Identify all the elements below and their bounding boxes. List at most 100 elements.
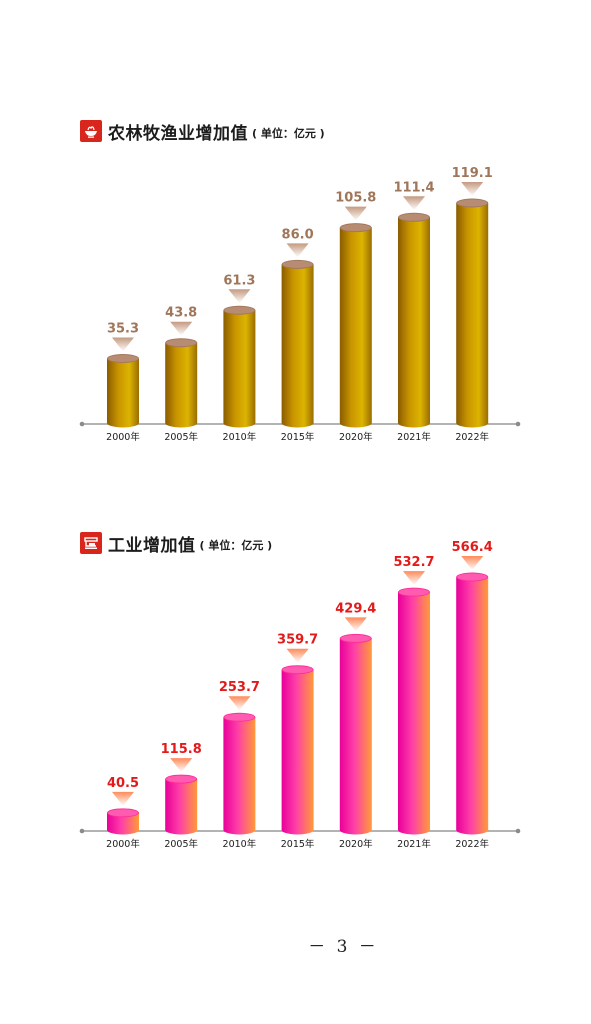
bar-body	[223, 310, 256, 428]
chart-title: 农林牧渔业增加值	[108, 123, 248, 144]
bar-top-highlight	[108, 354, 138, 362]
data-label: 566.4	[452, 540, 493, 555]
industry-chart-title-row: 工业增加值 ( 单位：亿元 )	[80, 530, 272, 556]
bar-6: 119.1 2022年	[452, 166, 493, 443]
tick-label: 2021年	[397, 431, 431, 443]
bar-3: 86.0 2015年	[281, 227, 315, 443]
data-label: 86.0	[282, 227, 314, 242]
bar-body	[398, 592, 430, 835]
data-label: 35.3	[107, 321, 139, 336]
bar-top-highlight	[457, 573, 488, 581]
bar-top-highlight	[166, 775, 197, 783]
x-axis-endpoint-right	[515, 828, 521, 834]
chart-title: 工业增加值	[108, 535, 196, 556]
bar-top-highlight	[282, 260, 313, 268]
industry-chart-section: 工业增加值 ( 单位：亿元 ) 40.5 2000年 115.8 2005年 253.7…	[0, 410, 591, 870]
tick-label: 2022年	[455, 838, 489, 850]
bar-1: 115.8 2005年	[161, 742, 202, 850]
bar-body	[107, 358, 139, 428]
page-number: － 3 －	[308, 937, 379, 957]
bar-6: 566.4 2022年	[452, 540, 493, 850]
x-axis-endpoint-left	[79, 421, 85, 427]
tick-label: 2010年	[223, 838, 257, 850]
bar-top-highlight	[399, 213, 429, 221]
bar-5: 111.4 2021年	[393, 180, 434, 443]
value-marker-arrow	[403, 196, 425, 211]
data-label: 429.4	[335, 601, 376, 616]
value-marker-arrow	[112, 337, 134, 352]
bar-top-highlight	[224, 713, 255, 721]
data-label: 105.8	[335, 191, 376, 206]
data-label: 61.3	[223, 273, 255, 288]
value-marker-arrow	[461, 556, 484, 570]
tick-label: 2020年	[339, 838, 373, 850]
data-label: 359.7	[277, 633, 318, 648]
value-marker-arrow	[170, 321, 193, 336]
data-label: 111.4	[393, 180, 434, 195]
bar-body	[398, 217, 430, 428]
value-marker-arrow	[344, 617, 367, 632]
bar-body	[281, 669, 314, 835]
value-marker-arrow	[112, 791, 134, 806]
bar-top-highlight	[340, 224, 371, 232]
tick-label: 2005年	[164, 838, 198, 850]
tick-label: 2015年	[281, 431, 315, 443]
bar-body	[165, 779, 198, 835]
value-marker-arrow	[286, 648, 309, 663]
industry-bar-chart: 40.5 2000年 115.8 2005年 253.7 2010年 359.7 2015年 4…	[79, 540, 521, 850]
x-axis-endpoint-left	[79, 828, 85, 834]
bar-0: 40.5 2000年	[106, 776, 140, 850]
data-label: 43.8	[165, 306, 197, 321]
bar-0: 35.3 2000年	[106, 321, 140, 443]
bar-4: 105.8 2020年	[335, 191, 376, 443]
agriculture-bar-chart: 35.3 2000年 43.8 2005年 61.3 2010年 86.0 2015年 105.…	[79, 166, 521, 443]
data-label: 532.7	[393, 555, 434, 570]
bar-body	[165, 342, 198, 428]
tick-label: 2015年	[281, 838, 315, 850]
bar-body	[456, 577, 489, 835]
bar-body	[107, 812, 139, 835]
tick-label: 2010年	[223, 431, 257, 443]
bar-body	[339, 227, 372, 428]
value-marker-arrow	[170, 758, 193, 773]
tick-label: 2000年	[106, 431, 140, 443]
agriculture-chart-section: 农林牧渔业增加值 ( 单位：亿元 ) 35.3 2000年 43.8 2005年 61.…	[0, 0, 591, 460]
data-label: 40.5	[107, 776, 139, 791]
bar-top-highlight	[340, 634, 371, 642]
value-marker-arrow	[461, 182, 484, 196]
value-marker-arrow	[286, 243, 309, 258]
chart-unit: ( 单位：亿元 )	[199, 538, 273, 552]
data-label: 253.7	[219, 680, 260, 695]
tick-label: 2022年	[455, 431, 489, 443]
x-axis-endpoint-right	[515, 421, 521, 427]
factory-icon	[80, 532, 102, 554]
bar-body	[223, 717, 256, 835]
tick-label: 2005年	[164, 431, 198, 443]
bar-top-highlight	[224, 306, 255, 314]
data-label: 119.1	[452, 166, 493, 181]
bar-body	[456, 203, 489, 428]
bowl-icon	[80, 120, 102, 142]
bar-5: 532.7 2021年	[393, 555, 434, 850]
value-marker-arrow	[403, 571, 425, 586]
bar-top-highlight	[108, 809, 138, 817]
tick-label: 2020年	[339, 431, 373, 443]
value-marker-arrow	[228, 289, 251, 304]
bar-top-highlight	[457, 199, 488, 207]
value-marker-arrow	[344, 206, 367, 221]
bar-2: 253.7 2010年	[219, 680, 260, 850]
bar-top-highlight	[166, 339, 197, 347]
agriculture-chart-title-row: 农林牧渔业增加值 ( 单位：亿元 )	[80, 118, 325, 144]
bar-2: 61.3 2010年	[223, 273, 257, 443]
tick-label: 2021年	[397, 838, 431, 850]
bar-4: 429.4 2020年	[335, 601, 376, 850]
value-marker-arrow	[228, 696, 251, 711]
bar-body	[339, 638, 372, 835]
bar-1: 43.8 2005年	[164, 306, 198, 443]
tick-label: 2000年	[106, 838, 140, 850]
bar-3: 359.7 2015年	[277, 633, 318, 850]
bar-top-highlight	[282, 666, 313, 674]
bar-top-highlight	[399, 588, 429, 596]
data-label: 115.8	[161, 742, 202, 757]
chart-unit: ( 单位：亿元 )	[252, 126, 325, 140]
